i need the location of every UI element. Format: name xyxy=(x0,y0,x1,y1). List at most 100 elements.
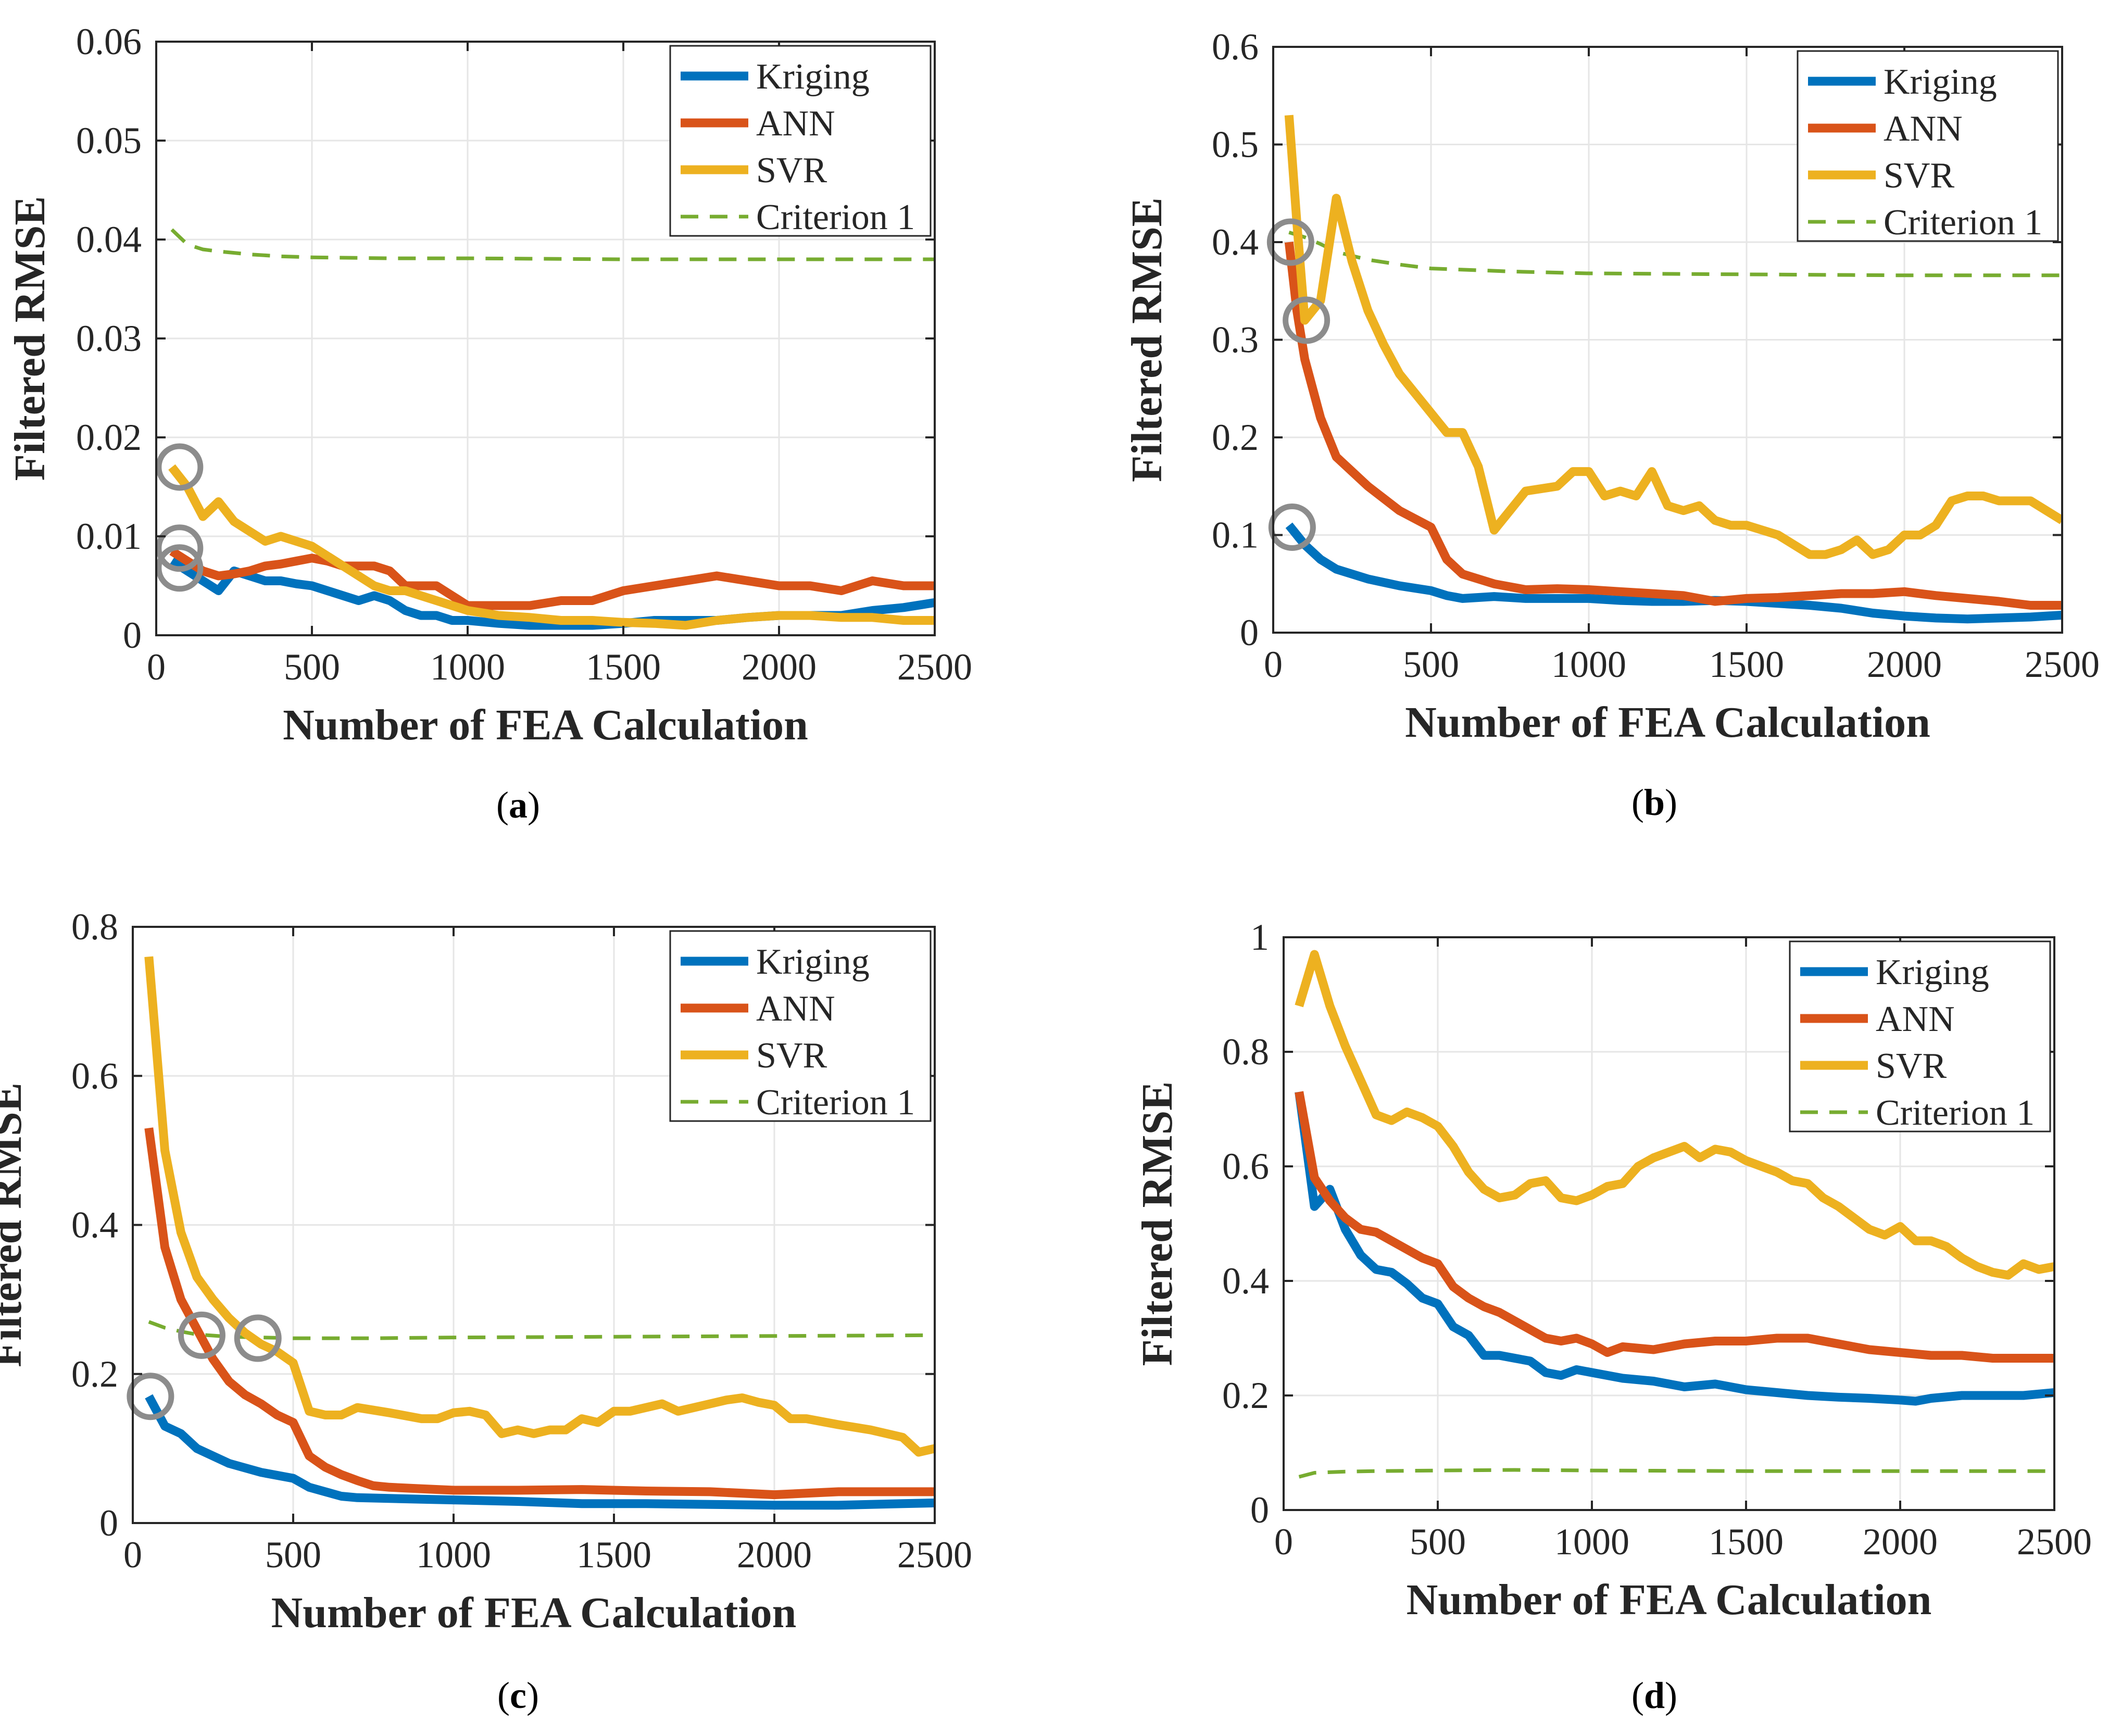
y-tick-label: 0.2 xyxy=(1222,1375,1269,1416)
x-tick-label: 0 xyxy=(1264,644,1283,685)
caption-letter: a xyxy=(509,784,528,826)
legend-label: Criterion 1 xyxy=(756,1083,915,1123)
y-tick-label: 0.8 xyxy=(1222,1031,1269,1073)
x-tick-label: 1000 xyxy=(416,1534,491,1576)
y-tick-label: 0.2 xyxy=(1212,417,1259,458)
legend: Kriging ANN SVR Criterion 1 xyxy=(669,45,932,237)
caption-open-paren: ( xyxy=(496,784,509,826)
series-line-kriging xyxy=(1285,522,2062,624)
x-tick-label: 1000 xyxy=(430,646,505,688)
chart-panel-d: 0 500 1000 1500 2000 2500 0 0.2 0.4 0.6 0.8 1 Number… xyxy=(1133,916,2092,1716)
legend-label: Criterion 1 xyxy=(756,197,915,237)
panel-caption: (d) xyxy=(1631,1675,1677,1716)
caption-close-paren: ) xyxy=(528,784,540,826)
y-tick-label: 0.5 xyxy=(1212,124,1259,166)
legend-label: ANN xyxy=(756,104,835,144)
y-tick-label: 0.6 xyxy=(1212,26,1259,68)
series-line-ann xyxy=(169,547,935,610)
y-tick-label: 0.1 xyxy=(1212,514,1259,556)
series-line-ann xyxy=(144,1127,935,1500)
caption-close-paren: ) xyxy=(1665,1675,1677,1716)
caption-open-paren: ( xyxy=(1631,1675,1644,1716)
y-tick-label: 0 xyxy=(1250,1489,1269,1531)
legend-label: Kriging xyxy=(756,57,870,97)
x-tick-label: 2500 xyxy=(2017,1521,2092,1563)
x-tick-label: 500 xyxy=(265,1534,321,1576)
y-tick-label: 0.03 xyxy=(76,318,142,359)
y-tick-label: 0 xyxy=(1240,612,1259,653)
legend-label: Kriging xyxy=(756,942,870,982)
caption-letter: b xyxy=(1644,782,1665,823)
y-tick-label: 0 xyxy=(99,1502,118,1544)
x-tick-label: 1500 xyxy=(586,646,661,688)
y-axis-title: Filtered RMSE xyxy=(1123,197,1171,482)
caption-close-paren: ) xyxy=(526,1675,539,1716)
legend-label: SVR xyxy=(756,150,827,191)
x-tick-label: 1000 xyxy=(1551,644,1626,685)
x-tick-label: 500 xyxy=(1410,1521,1466,1563)
y-tick-label: 0.02 xyxy=(76,417,142,458)
x-tick-label: 0 xyxy=(123,1534,142,1576)
x-tick-label: 1500 xyxy=(576,1534,651,1576)
series-line-svr xyxy=(168,464,935,630)
y-tick-label: 0.8 xyxy=(71,906,118,948)
y-tick-label: 0.4 xyxy=(1212,221,1259,263)
y-tick-label: 0.01 xyxy=(76,515,142,557)
highlight-marker xyxy=(1268,504,1316,551)
highlight-marker xyxy=(156,524,204,572)
x-tick-label: 1500 xyxy=(1709,1521,1784,1563)
highlight-marker xyxy=(127,1373,174,1420)
x-tick-label: 500 xyxy=(284,646,340,688)
x-tick-label: 2500 xyxy=(897,646,972,688)
y-tick-label: 0.04 xyxy=(76,219,142,260)
panel-caption: (b) xyxy=(1631,782,1677,823)
legend-label: SVR xyxy=(756,1036,827,1076)
legend-label: SVR xyxy=(1884,156,1954,196)
y-axis-title: Filtered RMSE xyxy=(0,1083,31,1367)
legend: Kriging ANN SVR Criterion 1 xyxy=(669,930,932,1123)
y-tick-label: 0.05 xyxy=(76,120,142,161)
caption-open-paren: ( xyxy=(497,1675,510,1716)
y-axis-title: Filtered RMSE xyxy=(6,196,54,481)
x-tick-label: 2500 xyxy=(897,1534,972,1576)
series-line-ann xyxy=(1295,1091,2054,1363)
legend-label: Kriging xyxy=(1884,62,1997,102)
series-line-ann xyxy=(1284,242,2062,610)
series-line-criterion-1 xyxy=(170,228,935,261)
x-axis-title: Number of FEA Calculation xyxy=(1407,1576,1932,1624)
highlight-marker xyxy=(156,544,204,592)
panel-caption: (a) xyxy=(496,784,540,826)
y-tick-label: 1 xyxy=(1250,916,1269,958)
highlight-marker xyxy=(234,1314,282,1362)
y-tick-label: 0.06 xyxy=(76,21,142,62)
caption-letter: c xyxy=(510,1675,526,1716)
series-line-svr xyxy=(1295,950,2054,1280)
series-line-svr xyxy=(1284,115,2062,559)
chart-panel-b: 0 500 1000 1500 2000 2500 0 0.1 0.2 0.3 0.4 0.5 0.6 N… xyxy=(1123,26,2100,823)
x-tick-label: 0 xyxy=(1274,1521,1293,1563)
x-tick-label: 500 xyxy=(1403,644,1459,685)
chart-panel-c: 0 500 1000 1500 2000 2500 0 0.2 0.4 0.6 0.8 Number … xyxy=(0,906,972,1716)
panel-caption: (c) xyxy=(497,1675,539,1716)
y-tick-label: 0.6 xyxy=(1222,1146,1269,1187)
x-tick-label: 2000 xyxy=(1867,644,1942,685)
legend-label: ANN xyxy=(1884,109,1963,149)
highlight-marker xyxy=(1283,296,1330,344)
caption-letter: d xyxy=(1644,1675,1665,1716)
legend-label: Kriging xyxy=(1876,952,1989,992)
legend-label: Criterion 1 xyxy=(1876,1093,2035,1133)
legend-label: SVR xyxy=(1876,1046,1947,1086)
x-tick-label: 1500 xyxy=(1709,644,1784,685)
x-tick-label: 2000 xyxy=(1863,1521,1938,1563)
legend-label: Criterion 1 xyxy=(1884,203,2042,243)
caption-open-paren: ( xyxy=(1631,782,1644,823)
x-tick-label: 1000 xyxy=(1554,1521,1629,1563)
y-tick-label: 0 xyxy=(123,614,142,656)
x-axis-title: Number of FEA Calculation xyxy=(271,1589,797,1637)
axes-box xyxy=(1283,936,2055,1511)
x-axis-title: Number of FEA Calculation xyxy=(283,701,808,749)
highlight-marker xyxy=(1266,218,1314,266)
y-tick-label: 0.3 xyxy=(1212,319,1259,361)
series-line-criterion-1 xyxy=(1298,1468,2054,1479)
